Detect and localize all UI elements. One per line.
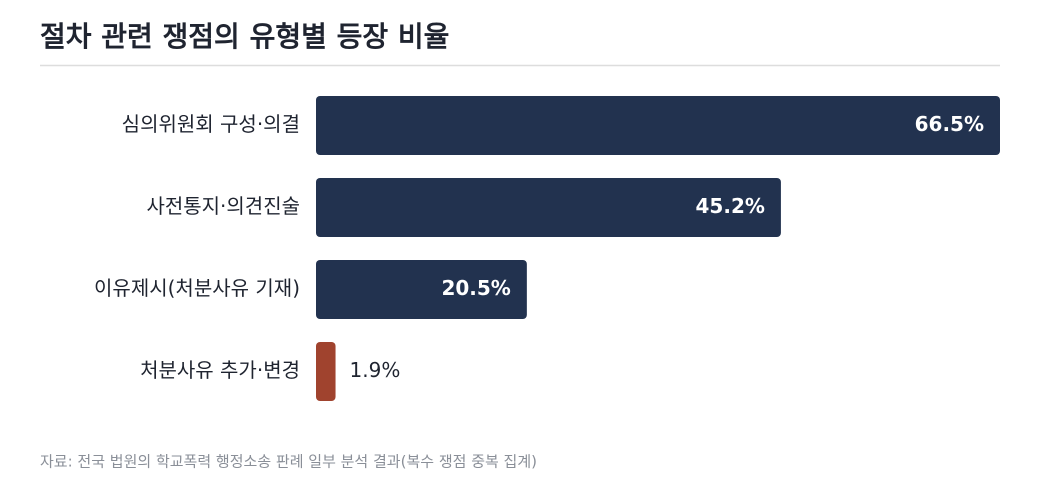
source-note: 자료: 전국 법원의 학교폭력 행정소송 판례 일부 분석 결과(복수 쟁점 중… bbox=[40, 453, 537, 471]
category-label: 사전통지·의견진술 bbox=[146, 194, 300, 218]
bar bbox=[316, 260, 527, 319]
category-label: 처분사유 추가·변경 bbox=[140, 358, 300, 382]
bar bbox=[316, 342, 336, 401]
value-label: 66.5% bbox=[915, 112, 984, 136]
category-label: 이유제시(처분사유 기재) bbox=[94, 276, 300, 300]
bar bbox=[316, 96, 1000, 155]
value-label: 45.2% bbox=[696, 194, 765, 218]
value-label: 1.9% bbox=[350, 358, 401, 382]
category-label: 심의위원회 구성·의결 bbox=[122, 112, 300, 136]
value-label: 20.5% bbox=[441, 276, 510, 300]
bar bbox=[316, 178, 781, 237]
chart-title: 절차 관련 쟁점의 유형별 등장 비율 bbox=[40, 20, 449, 53]
